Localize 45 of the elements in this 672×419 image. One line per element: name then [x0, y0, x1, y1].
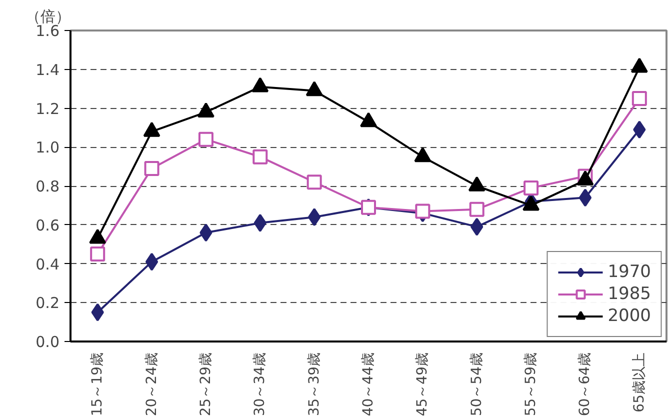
point: [90, 246, 106, 262]
x-tick-label: 20～24歳: [144, 352, 160, 416]
x-tick-label: 65歳以上: [631, 352, 648, 412]
x-tick-label: 55～59歳: [523, 352, 540, 416]
y-tick-label: 1.0: [36, 138, 60, 157]
point: [308, 208, 321, 226]
point: [143, 122, 160, 137]
x-tick-label: 60～64歳: [577, 352, 594, 416]
legend-label: 1970: [608, 262, 651, 282]
y-tick-label: 1.4: [36, 60, 60, 79]
point: [200, 224, 212, 242]
point: [469, 202, 484, 217]
y-tick-label: 0.2: [36, 294, 60, 312]
x-tick-label: 35～39歳: [306, 352, 322, 416]
legend-label: 2000: [608, 306, 651, 326]
point: [91, 303, 104, 322]
x-tick-label: 40～44歳: [360, 352, 376, 416]
x-tick-label: 50～54歳: [468, 352, 485, 416]
x-tick-label: 45～49歳: [414, 352, 431, 416]
point: [197, 102, 214, 118]
x-tick-label: 15～19歳: [90, 352, 106, 416]
y-tick-label: 0.4: [36, 255, 60, 274]
y-tick-label: 0.6: [36, 216, 60, 234]
point: [524, 180, 539, 196]
y-tick-label: 1.2: [36, 100, 60, 118]
point: [252, 149, 268, 164]
point: [633, 120, 646, 139]
point: [145, 252, 158, 271]
point: [144, 161, 160, 176]
point: [306, 174, 322, 190]
y-tick-label: 0.8: [36, 178, 60, 196]
point: [254, 214, 266, 232]
point: [306, 81, 323, 96]
point: [414, 147, 432, 162]
point: [470, 218, 484, 236]
point: [198, 132, 214, 147]
point: [360, 112, 377, 128]
y-tick-label: 0.0: [36, 333, 60, 351]
point: [578, 188, 592, 207]
x-tick-label: 25～29歳: [198, 352, 214, 416]
point: [252, 77, 269, 92]
legend-label: 1985: [608, 284, 651, 304]
point: [630, 58, 648, 73]
x-tick-label: 30～34歳: [252, 352, 268, 416]
point: [415, 204, 430, 219]
